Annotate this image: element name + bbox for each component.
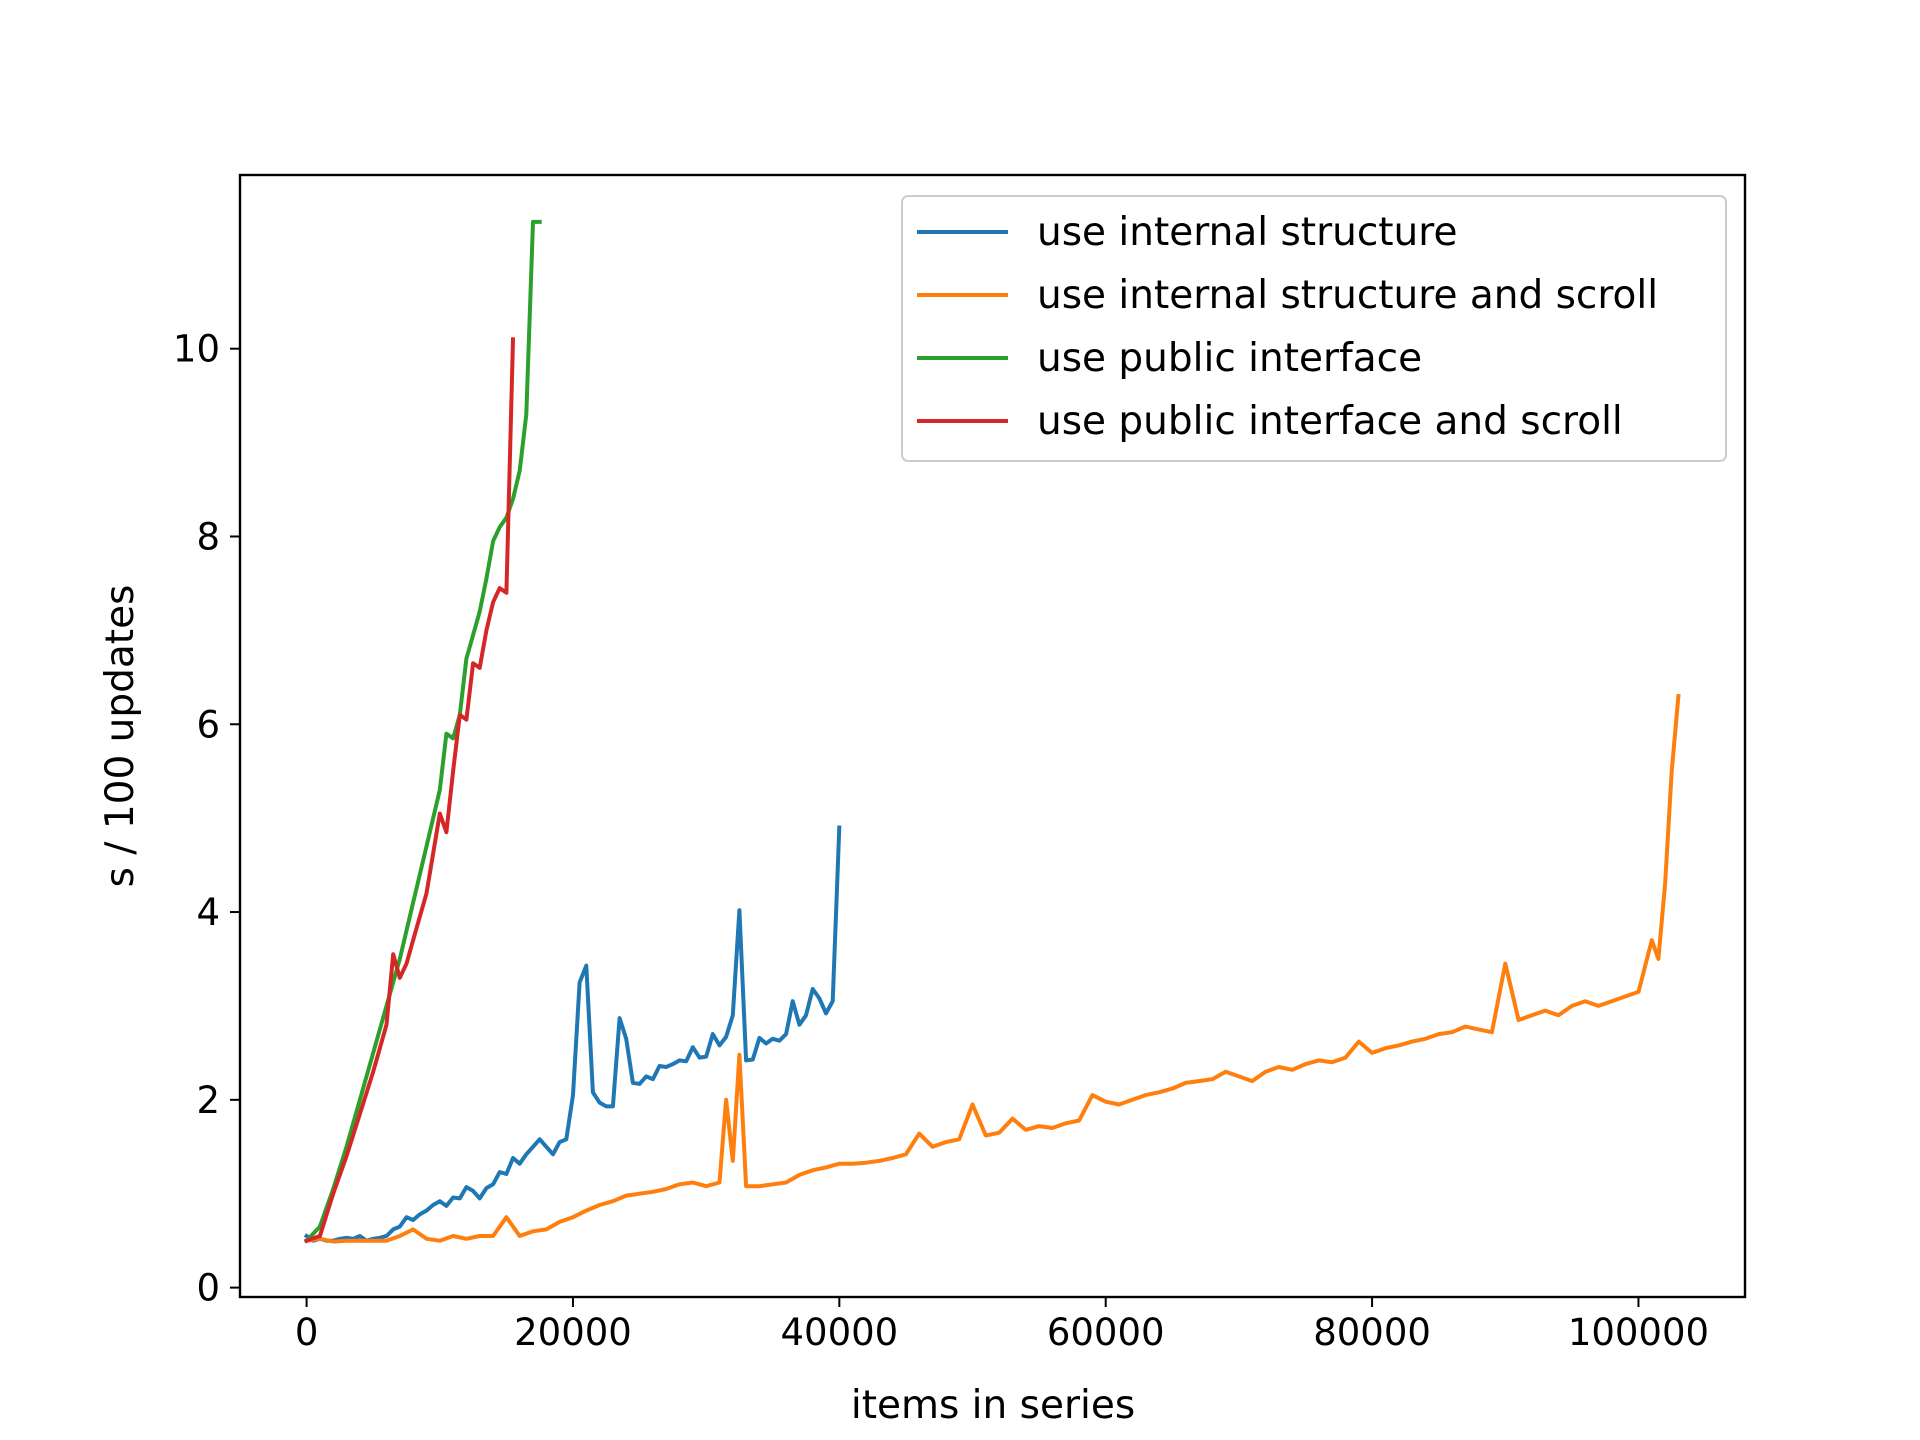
x-axis-title: items in series: [851, 1383, 1135, 1428]
y-tick-label: 6: [196, 703, 220, 746]
legend-box: [901, 195, 1727, 462]
y-tick-label: 0: [196, 1267, 220, 1310]
x-tick-label: 60000: [1047, 1311, 1165, 1354]
y-tick-label: 2: [196, 1079, 220, 1122]
x-tick-label: 0: [295, 1311, 319, 1354]
x-tick-label: 40000: [780, 1311, 898, 1354]
legend-label-2: use internal structure and scroll: [1037, 273, 1658, 318]
series-line-2: [304, 693, 1681, 1244]
legend: use internal structure use internal struc…: [901, 195, 1727, 462]
y-tick-label: 8: [196, 515, 220, 558]
y-axis-title: s / 100 updates: [98, 585, 143, 888]
series-line-1: [303, 825, 842, 1243]
x-tick-label: 20000: [514, 1311, 632, 1354]
y-tick-label: 4: [196, 891, 220, 934]
legend-label-4: use public interface and scroll: [1037, 399, 1623, 444]
series-layer: [303, 219, 1681, 1244]
x-tick-label: 100000: [1568, 1311, 1709, 1354]
legend-label-1: use internal structure: [1037, 210, 1457, 255]
y-tick-label: 10: [173, 328, 220, 371]
y-axis: 0 2 4 6 8 10: [173, 328, 240, 1310]
legend-label-3: use public interface: [1037, 336, 1422, 381]
x-tick-label: 80000: [1313, 1311, 1431, 1354]
plot-frame: [238, 173, 1747, 1299]
series-line-4: [304, 337, 516, 1244]
x-axis: 0 20000 40000 60000 80000 100000: [295, 1297, 1709, 1354]
